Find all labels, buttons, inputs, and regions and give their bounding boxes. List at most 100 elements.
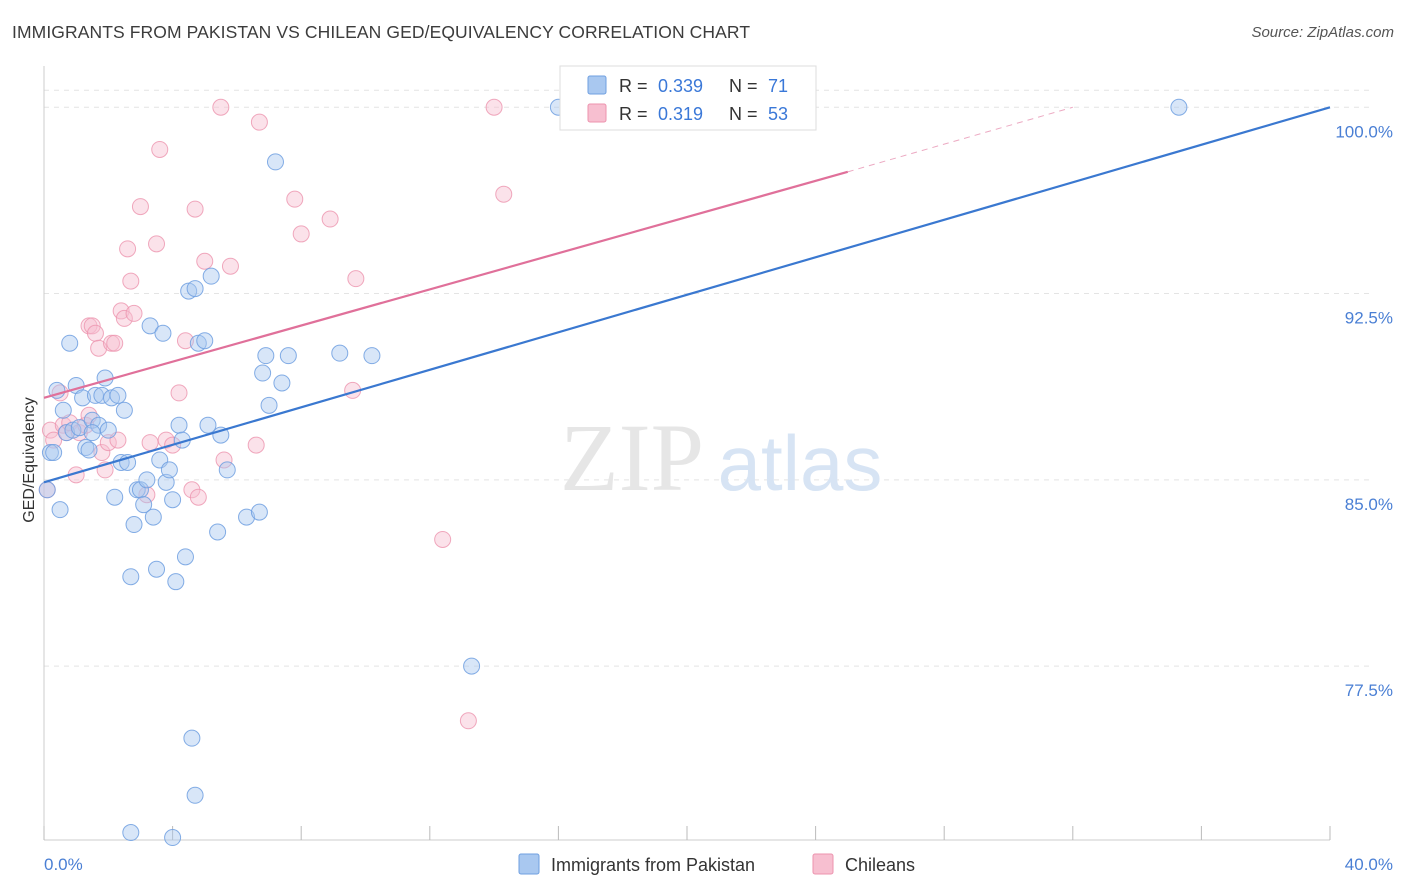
chileans-point-40	[215, 451, 233, 469]
pakistan-trend-line	[43, 106, 1331, 484]
chileans-point-14	[90, 339, 108, 357]
series-chileans-points	[38, 98, 513, 730]
pakistan-point-60	[260, 396, 278, 414]
pakistan-point-23	[115, 401, 133, 419]
legend-n-value-2: 53	[768, 104, 788, 124]
pakistan-point-39	[167, 573, 185, 591]
pakistan-point-44	[164, 829, 182, 847]
watermark: ZIP atlas	[560, 404, 882, 511]
series-pakistan-points	[38, 98, 1188, 847]
pakistan-point-50	[196, 332, 214, 350]
pakistan-point-37	[160, 461, 178, 479]
chileans-trend-line-dashed	[847, 106, 1073, 173]
pakistan-point-32	[144, 508, 162, 526]
pakistan-point-63	[279, 347, 297, 365]
pakistan-point-62	[273, 374, 291, 392]
pakistan-point-69	[38, 481, 56, 499]
legend: R = 0.339 N = 71 R = 0.319 N = 53	[559, 65, 817, 131]
y-tick-label-2: 92.5%	[1345, 309, 1393, 328]
pakistan-point-26	[125, 516, 143, 534]
pakistan-point-48	[183, 729, 201, 747]
chileans-point-48	[347, 270, 365, 288]
pakistan-point-40	[170, 416, 188, 434]
chileans-point-36	[189, 488, 207, 506]
y-tick-labels: 77.5% 85.0% 92.5% 100.0%	[1335, 122, 1393, 700]
chileans-point-29	[148, 235, 166, 253]
legend-n-label-1: N =	[729, 76, 758, 96]
legend-r-label-1: R =	[619, 76, 648, 96]
y-axis-label: GED/Equivalency	[21, 397, 38, 522]
chileans-point-50	[459, 712, 477, 730]
chileans-point-28	[141, 434, 159, 452]
pakistan-point-12	[80, 441, 98, 459]
pakistan-point-53	[209, 523, 227, 541]
chileans-point-46	[321, 210, 339, 228]
y-tick-label-3: 100.0%	[1335, 122, 1393, 141]
chileans-point-30	[151, 140, 169, 158]
pakistan-point-3	[51, 501, 69, 519]
pakistan-point-9	[70, 419, 88, 437]
legend-r-value-1: 0.339	[658, 76, 703, 96]
chileans-point-45	[292, 225, 310, 243]
y-tick-label-0: 77.5%	[1345, 681, 1393, 700]
pakistan-point-57	[250, 503, 268, 521]
pakistan-point-4	[54, 401, 72, 419]
chileans-point-39	[212, 98, 230, 116]
axes	[43, 66, 1331, 841]
chileans-point-22	[115, 309, 133, 327]
bottom-legend-label-chileans: Chileans	[845, 855, 915, 875]
bottom-legend-swatch-chileans	[812, 853, 834, 875]
chileans-point-26	[131, 198, 149, 216]
pakistan-point-31	[141, 317, 159, 335]
legend-swatch-pink	[587, 103, 607, 123]
chart-title: IMMIGRANTS FROM PAKISTAN VS CHILEAN GED/…	[12, 22, 751, 42]
chileans-point-13	[86, 324, 104, 342]
pakistan-point-65	[363, 347, 381, 365]
bottom-legend-swatch-pakistan	[518, 853, 540, 875]
pakistan-point-30	[138, 471, 156, 489]
pakistan-point-49	[186, 786, 204, 804]
pakistan-point-58	[254, 364, 272, 382]
pakistan-point-18	[99, 421, 117, 439]
chileans-point-23	[119, 240, 137, 258]
pakistan-point-1	[45, 444, 63, 462]
pakistan-point-51	[199, 416, 217, 434]
legend-swatch-blue	[587, 75, 607, 95]
pakistan-point-59	[257, 347, 275, 365]
pakistan-point-25	[122, 568, 140, 586]
source-label: Source: ZipAtlas.com	[1251, 24, 1394, 41]
pakistan-point-56	[238, 508, 256, 526]
chileans-point-44	[286, 190, 304, 208]
chileans-point-52	[495, 185, 513, 203]
chileans-point-25	[125, 304, 143, 322]
chileans-point-33	[170, 384, 188, 402]
x-tick-label-last: 40.0%	[1345, 855, 1393, 874]
watermark-atlas: atlas	[718, 419, 883, 507]
pakistan-point-61	[266, 153, 284, 171]
pakistan-point-64	[331, 344, 349, 362]
chileans-point-37	[186, 200, 204, 218]
grid	[44, 89, 1370, 667]
pakistan-point-70	[83, 424, 101, 442]
pakistan-point-29	[135, 496, 153, 514]
pakistan-point-35	[154, 324, 172, 342]
chileans-point-43	[250, 113, 268, 131]
pakistan-point-21	[109, 386, 127, 404]
chileans-trend-line	[43, 170, 849, 399]
chileans-point-24	[122, 272, 140, 290]
legend-r-label-2: R =	[619, 104, 648, 124]
chileans-point-41	[221, 257, 239, 275]
bottom-legend-label-pakistan: Immigrants from Pakistan	[551, 855, 755, 875]
watermark-zip: ZIP	[560, 404, 704, 511]
x-tick-labels: 0.0% 40.0%	[44, 855, 1393, 874]
trend-lines	[43, 106, 1331, 484]
legend-n-label-2: N =	[729, 104, 758, 124]
bottom-legend: Immigrants from Pakistan Chileans	[518, 853, 915, 875]
chileans-point-15	[93, 444, 111, 462]
x-tick-label-first: 0.0%	[44, 855, 83, 874]
pakistan-point-46	[186, 280, 204, 298]
chileans-point-42	[247, 436, 265, 454]
pakistan-point-11	[77, 439, 95, 457]
chileans-point-38	[196, 252, 214, 270]
